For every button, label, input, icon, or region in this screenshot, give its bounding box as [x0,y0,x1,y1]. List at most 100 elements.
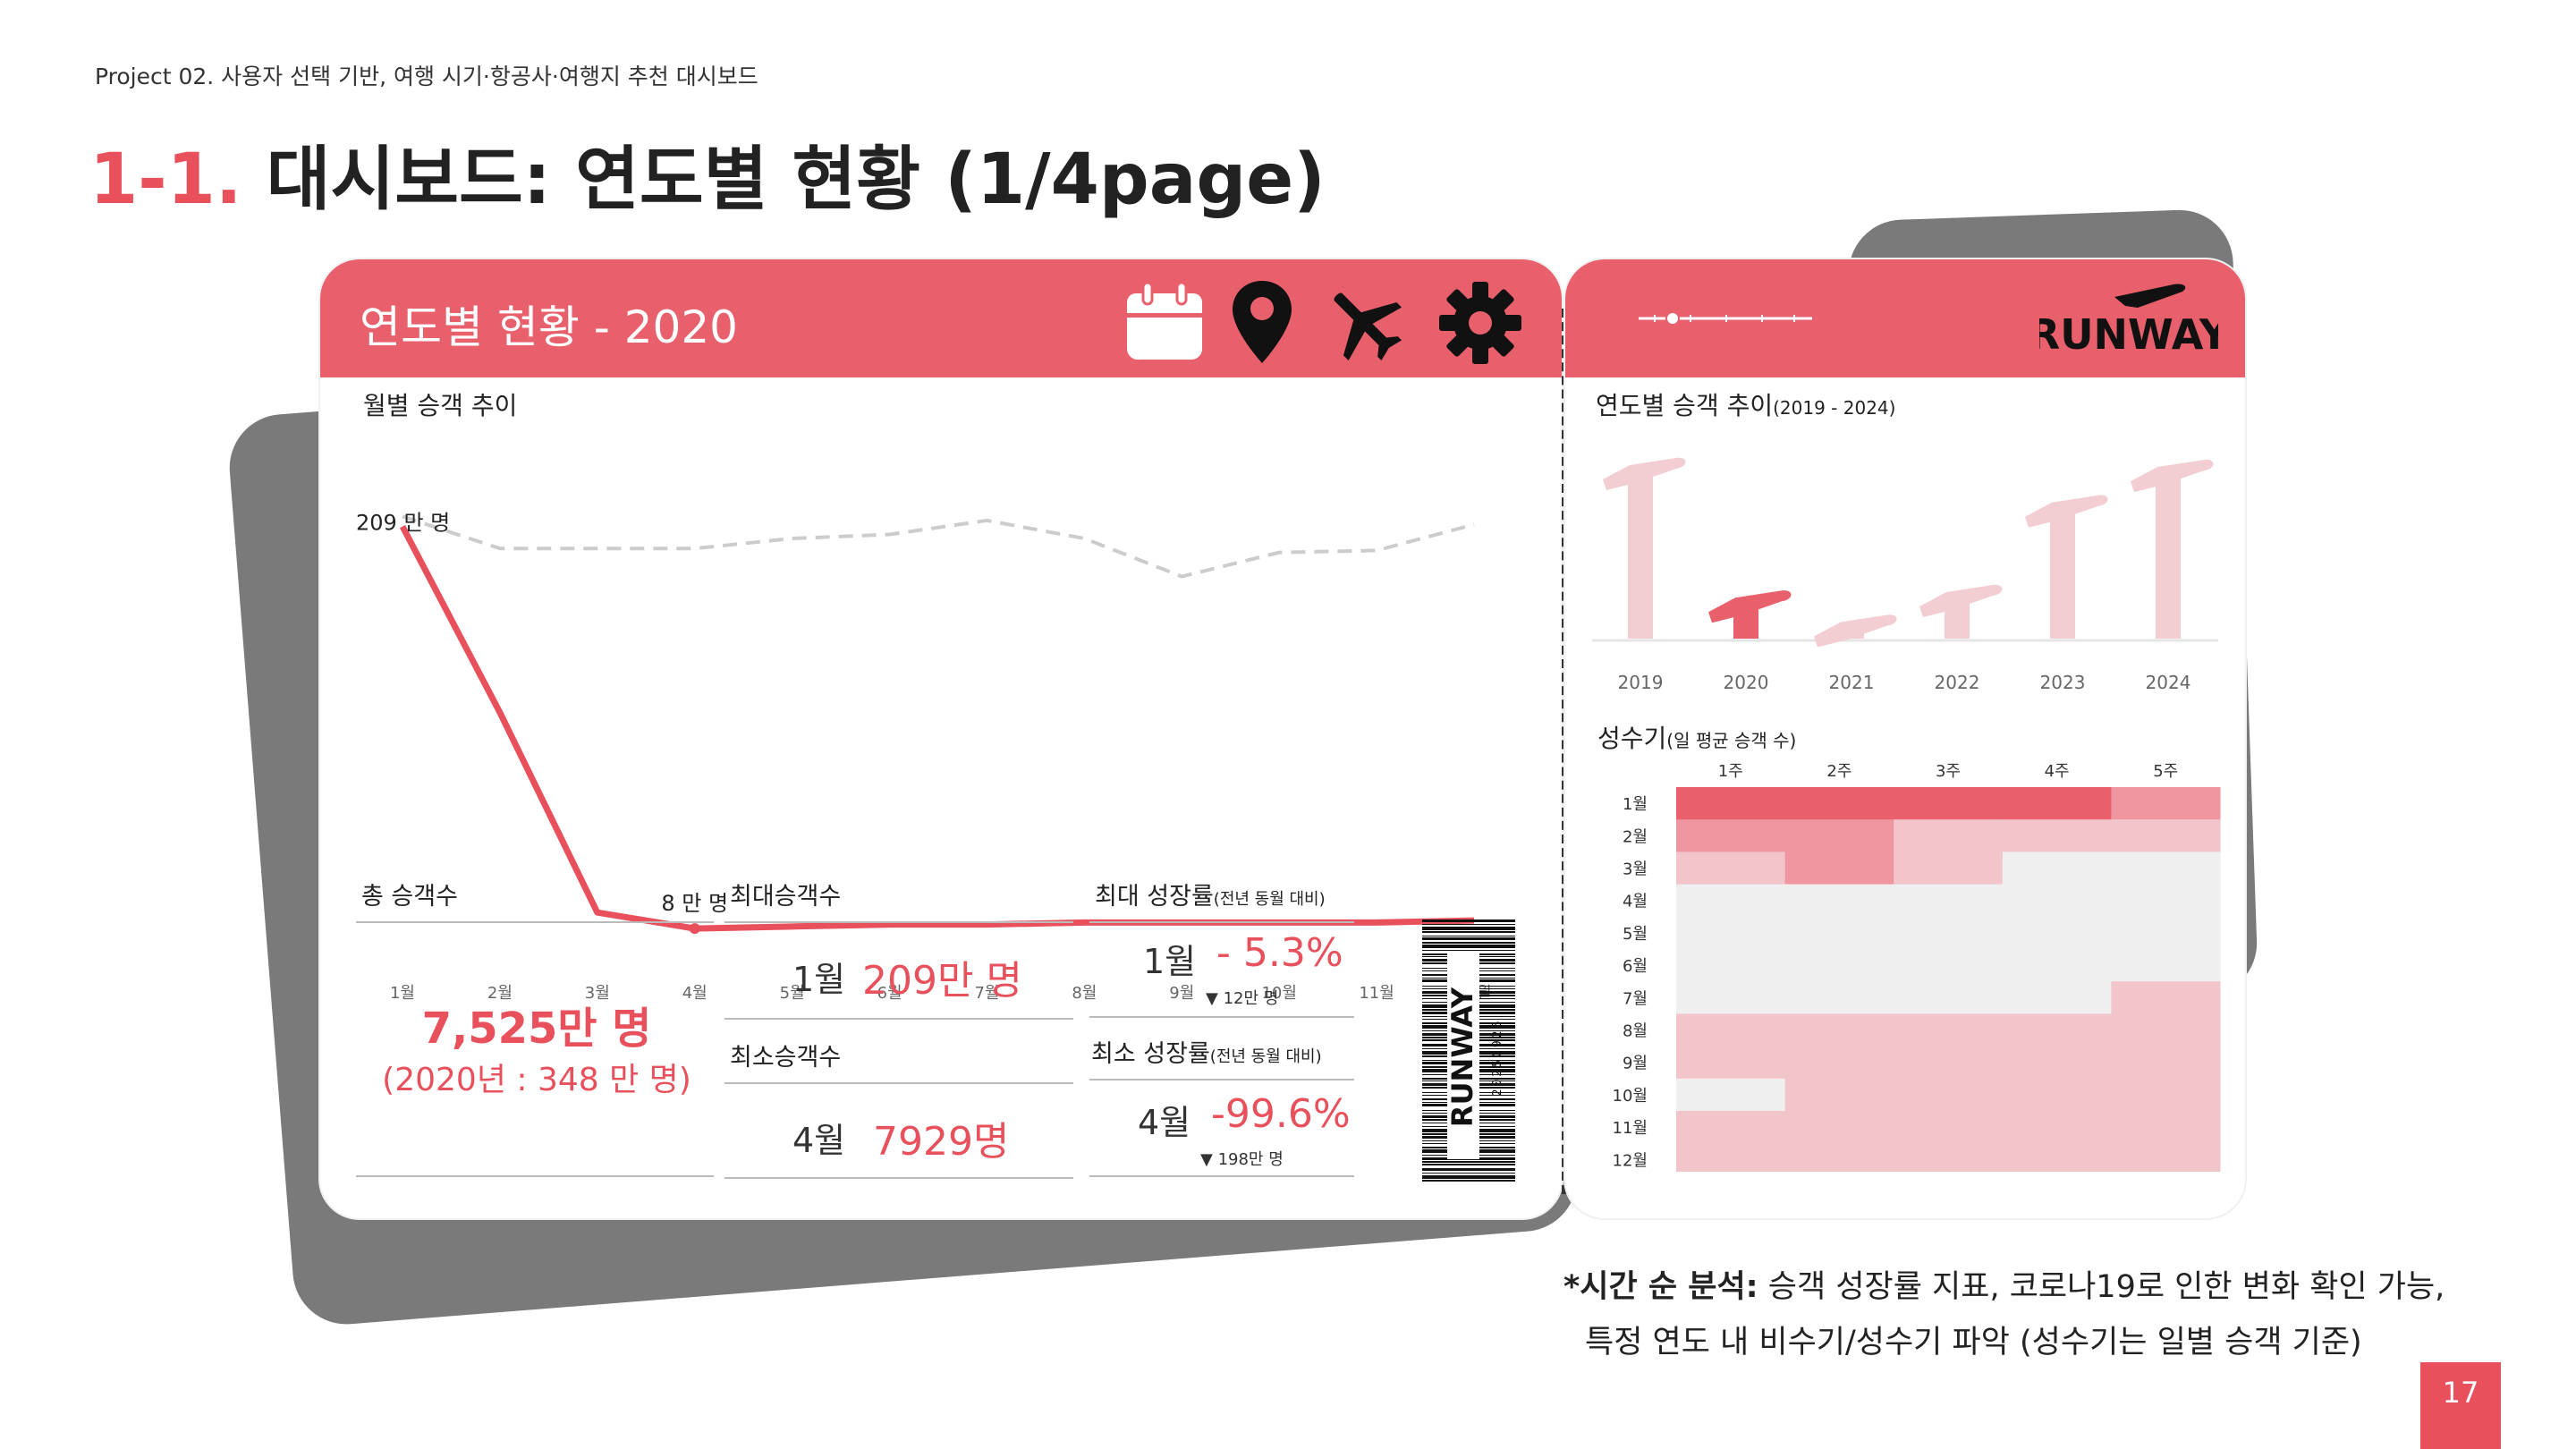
week-label: 4주 [2045,762,2070,781]
x-tick-label: 8월 [1072,984,1097,1003]
bar [1628,470,1653,639]
footnote-line-2: 특정 연도 내 비수기/성수기 파악 (성수기는 일별 승객 기준) [1585,1325,2362,1360]
divider [724,921,1073,923]
heatmap-cell [1894,852,2004,886]
chart-annotation-min: 8 만 명 [661,891,728,916]
x-tick-label: 3월 [585,984,610,1003]
location-pin-icon[interactable] [1231,279,1293,365]
max-growth-title-note: (전년 동월 대비) [1213,890,1326,909]
heatmap-cell [1676,819,1786,852]
bar-plane-cap [1919,584,2003,618]
barcode-bar [1422,1180,1515,1182]
total-passengers-value: 7,525만 명 [421,1004,652,1054]
month-label: 9월 [1623,1055,1648,1073]
heatmap-cell [2002,1046,2112,1080]
heatmap-cell [1784,1078,1894,1112]
heatmap-cell [1784,1111,1894,1144]
heatmap-cell [2002,852,2112,886]
page-number: 17 [2420,1362,2501,1449]
barcode-bar [1422,937,1515,940]
month-label: 7월 [1623,989,1648,1008]
monthly-chart-label: 월별 승객 추이 [363,391,518,420]
max-passengers-value: 209만 명 [862,958,1022,1004]
x-tick-label: 11월 [1359,984,1394,1003]
yearly-passenger-chart: 2019 2020 2021 2022 2023 2024 [1592,457,2218,693]
min-passengers-value: 7929명 [873,1119,1010,1165]
min-growth-delta: ▼ 198만 명 [1200,1150,1284,1169]
heatmap-cell [1784,884,1894,918]
gear-icon[interactable] [1438,281,1522,365]
barcode-bar [1422,950,1515,951]
min-passengers-month: 4월 [792,1121,846,1160]
max-passengers-title: 최대승객수 [730,883,842,911]
barcode-bar [1422,1164,1515,1165]
heatmap-cell [2002,787,2112,820]
slider-control[interactable] [1637,308,1816,329]
heatmap-cell [1894,1078,2004,1112]
brand-logo-text: RUNWAY [2039,310,2218,359]
heatmap-cell [1784,949,1894,982]
x-tick-label: 1월 [390,984,415,1003]
barcode-bar [1422,1161,1515,1163]
month-label: 12월 [1613,1151,1648,1170]
month-label: 10월 [1613,1087,1648,1106]
heatmap-cell [2111,916,2221,950]
ticket-title: 연도별 현황 - 2020 [360,301,738,353]
ticket-perforation [1562,309,1566,1194]
max-passengers-month: 1월 [792,960,846,999]
heatmap-cell [2111,819,2221,852]
barcode-bar [1422,927,1515,930]
calendar-icon[interactable] [1123,281,1206,363]
heatmap-cell [2111,852,2221,886]
slider-handle[interactable] [1665,311,1680,326]
heatmap-label: 성수기(일 평균 승객 수) [1597,719,1796,755]
max-growth-title: 최대 성장률(전년 동월 대비) [1095,877,1326,911]
heatmap-cell [1784,916,1894,950]
x-tick-label: 6월 [877,984,902,1003]
heatmap-cell [2111,884,2221,918]
month-label: 8월 [1623,1022,1648,1041]
month-label: 3월 [1623,860,1648,879]
heatmap-cell [1676,884,1786,918]
heatmap-cell [1676,1013,1786,1047]
heatmap-cell [2111,981,2221,1014]
heatmap-cell [1676,1143,1786,1172]
heatmap-cell [1676,1046,1786,1080]
heatmap-cell [1894,1046,2004,1080]
month-label: 4월 [1623,893,1648,911]
heatmap-cell [2002,1013,2112,1047]
divider [1089,921,1354,923]
month-label: 5월 [1623,925,1648,944]
heatmap-cell [1676,787,1786,820]
yearly-chart-label-range: (2019 - 2024) [1773,397,1896,419]
x-tick-label: 7월 [974,984,999,1003]
heatmap-cell [1676,1111,1786,1144]
stub-header-bar: RUNWAY [1565,259,2245,377]
footnote-line-1: *시간 순 분석: 승객 성장률 지표, 코로나19로 인한 변화 확인 가능, [1563,1261,2445,1307]
total-passengers-title: 총 승객수 [361,883,458,911]
heatmap-cell [1894,787,2004,820]
max-growth-delta: ▼ 12만 명 [1206,989,1279,1008]
min-growth-title: 최소 성장률(전년 동월 대비) [1091,1034,1322,1069]
airplane-icon[interactable] [1324,283,1406,365]
heatmap-cell [2002,916,2112,950]
max-growth-month: 1월 [1143,942,1197,981]
barcode-bar [1422,919,1515,922]
heatmap-cell [1676,1078,1786,1112]
x-tick-label: 5월 [780,984,805,1003]
week-label: 1주 [1718,762,1743,781]
heatmap-label-text: 성수기 [1597,724,1667,753]
x-tick-label: 2023 [2040,672,2086,693]
min-growth-title-text: 최소 성장률 [1091,1040,1210,1068]
divider [1089,1016,1354,1018]
x-tick-label: 2022 [1935,672,1980,693]
heatmap-cell [1894,884,2004,918]
heatmap-cell [2002,1143,2112,1172]
x-tick-label: 9월 [1169,984,1194,1003]
heatmap-cell [1676,981,1786,1014]
x-tick-label: 2월 [487,984,513,1003]
x-tick-label: 4월 [682,984,708,1003]
barcode-bar [1422,942,1515,944]
month-label: 11월 [1613,1119,1648,1138]
heatmap-cell [1894,1111,2004,1144]
